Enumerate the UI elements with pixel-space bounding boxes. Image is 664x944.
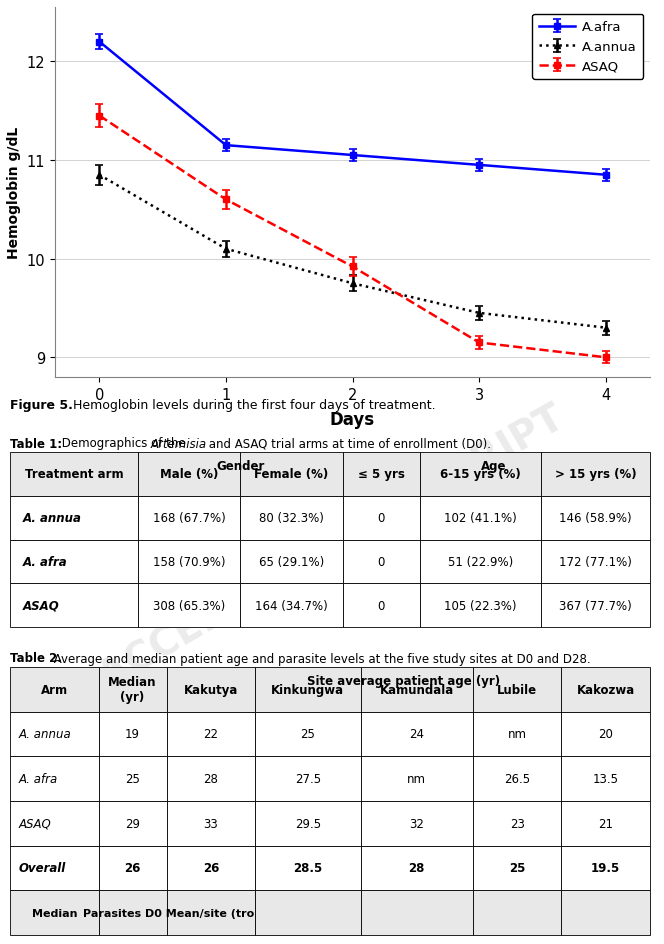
Text: Hemoglobin levels during the first four days of treatment.: Hemoglobin levels during the first four … <box>69 398 436 412</box>
X-axis label: Days: Days <box>330 411 375 429</box>
Y-axis label: Hemoglobin g/dL: Hemoglobin g/dL <box>7 126 21 259</box>
Text: and ASAQ trial arms at time of enrollment (D0).: and ASAQ trial arms at time of enrollmen… <box>205 437 491 450</box>
Text: Artemisia: Artemisia <box>151 437 207 450</box>
Text: Average and median patient age and parasite levels at the five study sites at D0: Average and median patient age and paras… <box>50 651 591 665</box>
Text: Site average patient age (yr): Site average patient age (yr) <box>307 675 500 688</box>
Text: Table 1:: Table 1: <box>10 437 62 450</box>
Text: Table 2.: Table 2. <box>10 651 62 665</box>
Text: Age: Age <box>481 460 506 473</box>
Text: Gender: Gender <box>216 460 264 473</box>
Legend: A.afra, A.annua, ASAQ: A.afra, A.annua, ASAQ <box>532 14 643 80</box>
Text: Demographics of the: Demographics of the <box>58 437 189 450</box>
Text: Figure 5.: Figure 5. <box>10 398 73 412</box>
Text: ACCEPTED MANUSCRIPT: ACCEPTED MANUSCRIPT <box>93 398 571 697</box>
